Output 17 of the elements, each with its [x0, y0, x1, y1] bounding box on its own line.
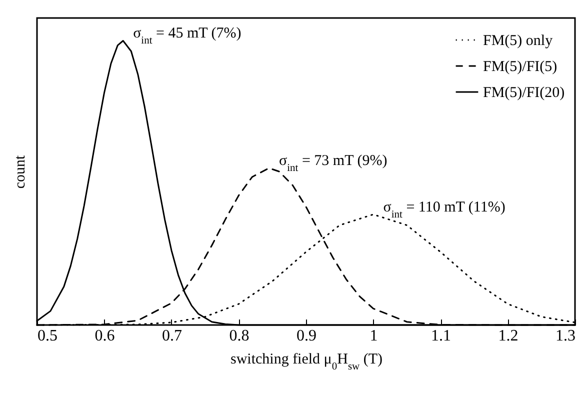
legend-label: FM(5)/FI(5): [483, 59, 558, 75]
x-tick-label: 1.3: [556, 328, 576, 344]
legend-label: FM(5)/FI(20): [483, 85, 565, 101]
x-tick-label: 1.1: [431, 328, 451, 344]
x-tick-label: 0.5: [38, 328, 58, 344]
annotation: σ$_{int}$ = 73 mT (9%): [279, 153, 388, 174]
x-tick-label: 1.2: [498, 328, 518, 344]
x-tick-label: 0.6: [94, 328, 115, 344]
legend-label: FM(5) only: [483, 33, 554, 49]
x-tick-label: 1: [370, 328, 378, 344]
x-tick-label: 0.7: [162, 328, 182, 344]
y-axis-title: count: [12, 154, 28, 189]
x-tick-label: 0.8: [229, 328, 250, 344]
annotation: σ$_{int}$ = 110 mT (11%): [383, 199, 506, 220]
x-axis-title: switching field μ$_{0}$H$_{sw}$ (T): [230, 352, 383, 372]
annotation: σ$_{int}$ = 45 mT (7%): [133, 26, 242, 46]
x-tick-label: 0.9: [296, 328, 316, 344]
